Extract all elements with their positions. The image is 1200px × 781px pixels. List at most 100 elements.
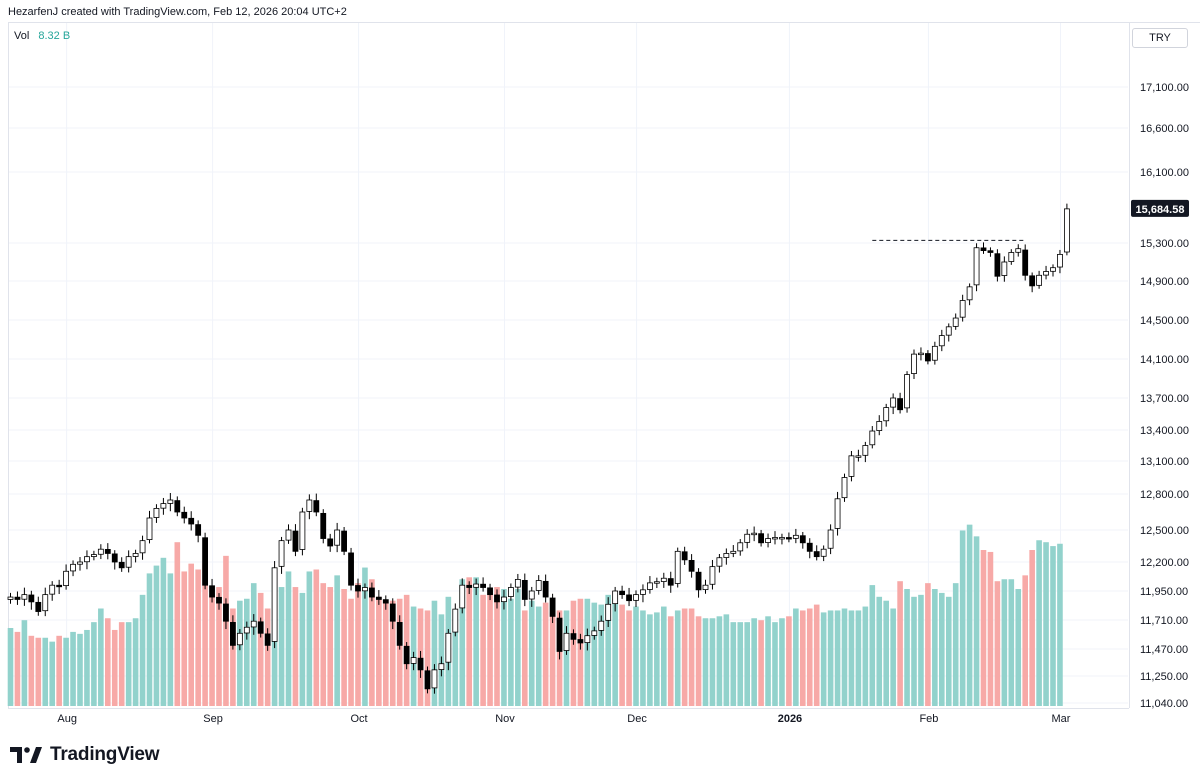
- volume-bar: [723, 614, 730, 706]
- volume-bar: [341, 589, 347, 706]
- y-tick-label: 15,300.00: [1140, 238, 1189, 250]
- volume-bar: [563, 610, 570, 706]
- volume-bar: [396, 598, 403, 706]
- candle-body: [883, 407, 890, 422]
- candle-body: [56, 584, 63, 588]
- candle-body: [209, 585, 215, 598]
- volume-bar: [674, 610, 681, 706]
- candle-body: [473, 583, 480, 588]
- candle-body: [674, 550, 681, 584]
- footer-logo[interactable]: TradingView: [10, 744, 160, 766]
- volume-bar: [827, 610, 834, 706]
- x-month-label: Dec: [627, 713, 647, 725]
- y-tick-label: 14,900.00: [1140, 276, 1189, 288]
- candle-body: [306, 499, 313, 512]
- volume-bar: [786, 616, 792, 706]
- candle-body: [452, 608, 459, 633]
- x-month-label: Feb: [919, 713, 938, 725]
- candle-body: [688, 560, 695, 572]
- y-tick-label: 11,250.00: [1140, 671, 1188, 683]
- candle-body: [521, 579, 528, 600]
- y-tick-label: 12,200.00: [1140, 557, 1189, 569]
- x-month-label: Sep: [203, 713, 223, 725]
- candle-body: [862, 445, 869, 456]
- candle-body: [368, 587, 375, 598]
- volume-bar: [647, 614, 653, 706]
- candle-body: [827, 529, 834, 549]
- volume-bar: [501, 589, 507, 706]
- last-price-badge: [1131, 199, 1189, 217]
- candle-body: [605, 603, 612, 621]
- candle-body: [667, 578, 674, 586]
- last-price-label: 15,684.58: [1136, 204, 1185, 216]
- candle-body: [487, 587, 493, 596]
- volume-bar: [681, 608, 688, 706]
- volume-bar: [285, 571, 292, 706]
- volume-bar: [522, 610, 528, 706]
- volume-bar: [515, 589, 521, 706]
- volume-bar: [862, 606, 869, 706]
- volume-legend-label: Vol: [14, 30, 30, 42]
- volume-bar: [209, 594, 215, 706]
- candle-body: [264, 633, 271, 646]
- volume-bar: [216, 587, 222, 706]
- candle-body: [855, 455, 862, 458]
- candle-body: [938, 335, 945, 347]
- volume-bar: [640, 610, 646, 706]
- volume-bar: [612, 598, 618, 706]
- volume-bar: [244, 598, 250, 706]
- candle-body: [97, 548, 104, 555]
- volume-bar: [21, 620, 28, 706]
- volume-bar: [77, 633, 83, 706]
- candle-body: [63, 570, 69, 587]
- volume-bar: [952, 583, 959, 706]
- candle-body: [772, 537, 778, 540]
- candle-body: [49, 584, 56, 595]
- candle-body: [91, 554, 97, 557]
- volume-bar: [174, 542, 181, 706]
- volume-bar: [897, 581, 903, 706]
- volume-bar: [661, 606, 667, 706]
- candle-body: [869, 430, 876, 446]
- candle-body: [459, 584, 466, 609]
- candle-body: [1064, 208, 1070, 253]
- candle-body: [396, 622, 403, 646]
- candle-body: [786, 537, 792, 540]
- volume-bar: [591, 602, 598, 706]
- volume-bar: [292, 587, 299, 706]
- volume-bar: [111, 629, 118, 706]
- candle-body: [348, 552, 354, 586]
- volume-bar: [980, 550, 987, 706]
- volume-bar: [932, 589, 938, 706]
- candle-body: [292, 530, 299, 552]
- candle-body: [563, 632, 570, 651]
- currency-button[interactable]: TRY: [1132, 28, 1188, 48]
- candle-body: [702, 584, 709, 591]
- candle-body: [1036, 274, 1042, 286]
- candle-body: [744, 533, 751, 543]
- y-tick-label: 17,100.00: [1140, 82, 1189, 94]
- candle-body: [952, 317, 959, 327]
- volume-bar: [994, 581, 1001, 706]
- volume-bar: [904, 589, 910, 706]
- volume-bar: [250, 583, 257, 706]
- candle-body: [445, 632, 452, 663]
- volume-bar: [42, 637, 49, 706]
- candle-body: [987, 250, 994, 253]
- candle-body: [153, 507, 160, 518]
- x-month-label: 2026: [778, 713, 802, 725]
- candle-body: [35, 601, 42, 612]
- volume-bar: [167, 573, 174, 706]
- candle-body: [556, 617, 563, 652]
- price-axis[interactable]: [1129, 22, 1200, 708]
- volume-bar: [1057, 543, 1063, 706]
- candle-body: [341, 530, 348, 552]
- volume-legend[interactable]: Vol 8.32 B: [14, 30, 70, 42]
- volume-bar: [508, 598, 514, 706]
- candle-body: [188, 517, 195, 525]
- volume-bar: [376, 596, 382, 706]
- candle-body: [514, 579, 521, 588]
- candle-body: [507, 587, 514, 597]
- candle-body: [695, 571, 702, 591]
